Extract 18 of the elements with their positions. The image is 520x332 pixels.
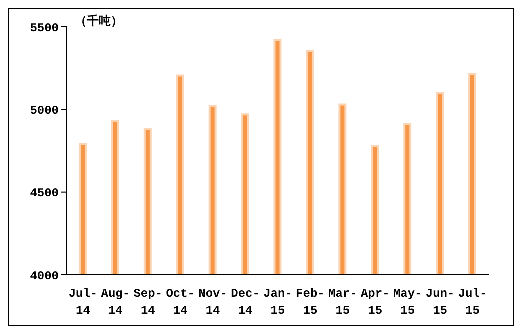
x-tick-label: Dec-14 [231, 287, 260, 318]
y-tick-label: 5500 [30, 21, 59, 36]
y-tick-label: 5000 [30, 104, 59, 118]
y-tick-label: 4500 [30, 186, 59, 201]
x-tick-label: Oct-14 [166, 287, 196, 318]
x-tick-label: Aug-14 [101, 287, 130, 318]
x-tick-label: Nov-14 [198, 287, 228, 318]
x-tick-label: Jan-15 [264, 287, 292, 318]
x-tick-label: Jul-14 [68, 287, 98, 318]
x-tick-label: Feb-15 [296, 287, 325, 318]
x-tick-label: May-15 [393, 287, 422, 318]
x-tick-label: Apr-15 [360, 287, 390, 318]
x-tick-label: Jun-15 [426, 287, 455, 318]
x-tick-label: Jul-15 [458, 287, 488, 318]
y-tick-label: 4000 [30, 269, 59, 284]
y-axis-title: （千吨） [75, 13, 123, 30]
x-tick-label: Mar-15 [328, 287, 358, 318]
x-tick-label: Sep-14 [134, 287, 163, 318]
